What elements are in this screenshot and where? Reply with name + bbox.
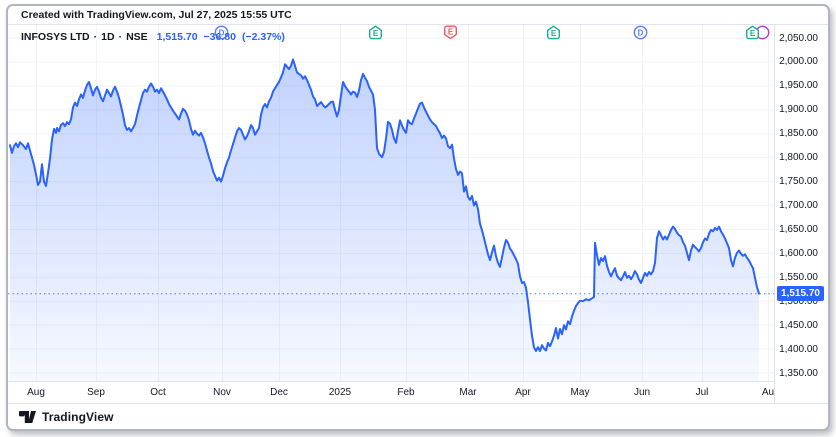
price-scale[interactable]: 1,515.70 2,050.00 2,000.00 1,950.00 1,900.0… (774, 25, 828, 403)
time-axis-label: Aug (27, 387, 45, 398)
price-axis-label: 1,750.00 (779, 176, 818, 188)
svg-text:E: E (372, 29, 378, 38)
time-axis-label: Oct (150, 387, 166, 398)
tradingview-brand-text[interactable]: TradingView (42, 409, 114, 424)
time-axis-label: Apr (515, 387, 531, 398)
time-axis[interactable]: Aug Sep Oct Nov Dec 2025 Feb Mar Apr May Jun Jul Au (8, 381, 774, 404)
price-axis-label: 1,600.00 (779, 247, 818, 259)
price-axis-label: 1,950.00 (779, 80, 818, 92)
time-axis-label: Sep (87, 387, 105, 398)
time-axis-label: Nov (213, 387, 231, 398)
price-line (9, 58, 760, 352)
price-axis-label: 2,050.00 (779, 32, 818, 44)
time-axis-label: May (570, 387, 590, 398)
price-axis-label: 1,650.00 (779, 223, 818, 235)
legend-change-percent: (−2.37%) (241, 31, 285, 43)
time-axis-label: Au (761, 387, 775, 398)
dividend-marker-icon[interactable]: D (633, 25, 648, 40)
price-axis-label: 1,800.00 (779, 152, 818, 164)
earnings-miss-marker-icon[interactable]: E (443, 25, 458, 40)
time-axis-label: Jul (695, 387, 709, 398)
interval-label[interactable]: 1D (101, 31, 115, 43)
footer-bar: TradingView (8, 403, 828, 429)
legend-separator: · (93, 31, 98, 43)
price-axis-label: 1,400.00 (779, 343, 818, 355)
last-price-tag: 1,515.70 (777, 286, 824, 302)
dividend-marker-icon[interactable]: D (214, 25, 229, 40)
svg-text:E: E (447, 28, 453, 37)
earnings-beat-marker-icon[interactable]: E (368, 25, 383, 40)
price-axis-label: 1,500.00 (779, 295, 818, 307)
price-chart-svg (8, 25, 774, 381)
area-fill (10, 59, 759, 381)
time-axis-label: Feb (397, 387, 415, 398)
legend-last-price: 1,515.70 (156, 31, 198, 43)
svg-text:D: D (218, 28, 224, 37)
tradingview-logo-icon[interactable] (19, 410, 36, 423)
price-axis-label: 2,000.00 (779, 56, 818, 68)
price-axis-label: 1,550.00 (779, 271, 818, 283)
price-axis-label: 1,850.00 (779, 128, 818, 140)
attribution-note: Created with TradingView.com, Jul 27, 20… (21, 9, 292, 21)
price-axis-label: 1,900.00 (779, 104, 818, 116)
time-axis-label: Jun (633, 387, 651, 398)
symbol-name[interactable]: INFOSYS LTD (21, 31, 90, 43)
legend-separator: · (118, 31, 123, 43)
earnings-beat-marker-icon[interactable]: E (745, 25, 773, 40)
price-axis-label: 1,700.00 (779, 200, 818, 211)
legend-change: −36.80 (203, 31, 236, 43)
price-axis-label: 1,350.00 (779, 367, 818, 379)
time-axis-label: Dec (270, 387, 288, 398)
exchange-label: NSE (126, 31, 148, 43)
earnings-beat-marker-icon[interactable]: E (546, 25, 561, 40)
svg-text:E: E (749, 29, 755, 38)
time-axis-label: 2025 (328, 387, 352, 398)
symbol-legend[interactable]: INFOSYS LTD · 1D · NSE 1,515.70 −36.80 (… (21, 31, 285, 43)
time-axis-label: Mar (459, 387, 477, 398)
tradingview-chart-widget: Created with TradingView.com, Jul 27, 20… (6, 4, 830, 431)
svg-text:E: E (550, 29, 556, 38)
attribution-topbar: Created with TradingView.com, Jul 27, 20… (8, 6, 828, 25)
price-axis-label: 1,450.00 (779, 319, 818, 331)
svg-text:D: D (637, 28, 643, 37)
